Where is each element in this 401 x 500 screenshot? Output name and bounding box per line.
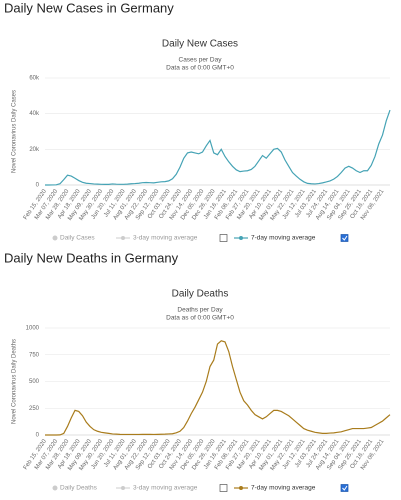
legend-marker (239, 236, 243, 240)
y-tick-label: 0 (36, 433, 40, 439)
y-tick-label: 500 (29, 379, 40, 385)
chart-subtitle: Cases per Day (179, 57, 223, 64)
legend-label: 3-day moving average (133, 235, 198, 242)
checkbox[interactable] (340, 234, 349, 242)
legend-marker (121, 236, 125, 240)
legend-marker (121, 486, 125, 490)
chart: Daily New Deaths in Germany Daily Deaths D… (4, 250, 391, 492)
y-tick-label: 40k (29, 111, 40, 117)
chart-subtitle: Deaths per Day (177, 307, 223, 314)
y-axis-label: Novel Coronavirus Daily Deaths (12, 339, 18, 424)
checkmark (342, 485, 348, 491)
legend-marker (239, 486, 243, 490)
page-heading: Daily New Cases in Germany (4, 0, 174, 15)
checkmark (342, 235, 348, 241)
legend-label: 3-day moving average (133, 485, 198, 492)
y-tick-label: 250 (29, 406, 40, 412)
legend-label: Daily Cases (60, 235, 95, 242)
chart-title: Daily Deaths (172, 289, 229, 300)
data-line (45, 109, 391, 186)
y-tick-label: 1000 (26, 326, 40, 332)
chart-note: Data as of 0:00 GMT+0 (166, 315, 234, 322)
page-heading: Daily New Deaths in Germany (4, 250, 179, 265)
y-tick-label: 750 (29, 352, 40, 358)
chart-note: Data as of 0:00 GMT+0 (166, 65, 234, 72)
checkbox[interactable] (219, 484, 228, 492)
checkbox[interactable] (219, 234, 228, 242)
y-axis-label: Novel Coronavirus Daily Cases (12, 90, 18, 173)
data-line (45, 340, 391, 436)
legend-marker (52, 235, 58, 241)
legend-label: 7-day moving average (251, 485, 316, 492)
legend-marker (52, 485, 58, 491)
legend-label: Daily Deaths (60, 485, 98, 492)
legend-label: 7-day moving average (251, 235, 316, 242)
checkbox[interactable] (340, 484, 349, 492)
chart: Daily New Cases in Germany Daily New Case… (4, 0, 391, 242)
chart-title: Daily New Cases (162, 39, 238, 50)
y-tick-label: 60k (29, 76, 40, 82)
y-tick-label: 0 (36, 183, 40, 189)
y-tick-label: 20k (29, 147, 40, 153)
